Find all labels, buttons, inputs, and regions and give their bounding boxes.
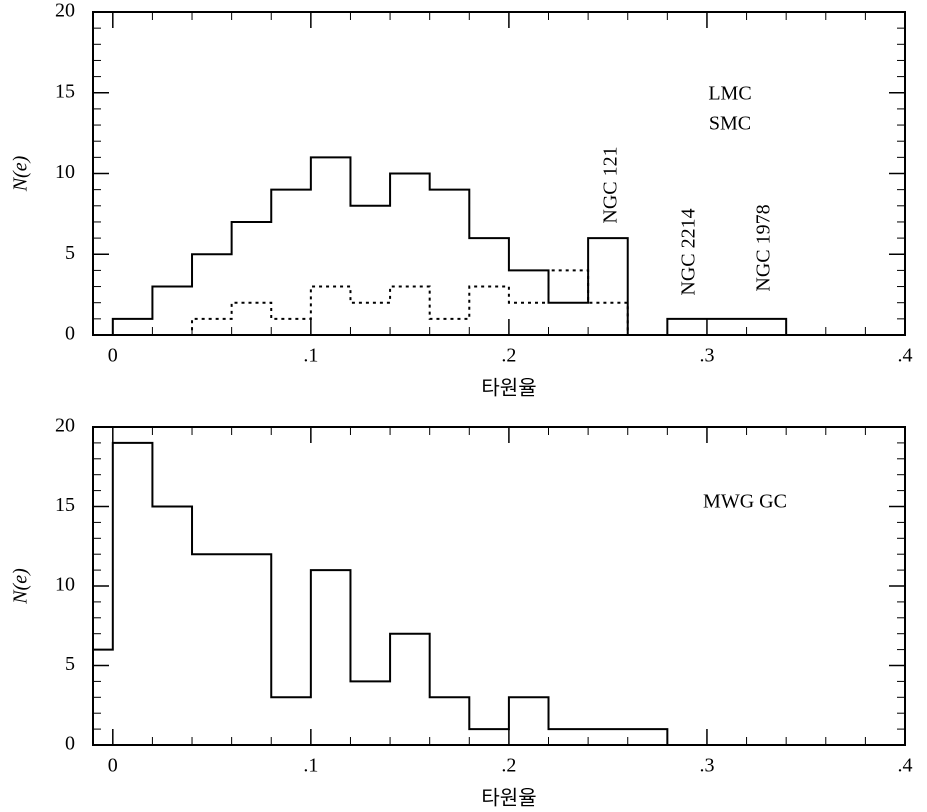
- y-tick-label: 15: [55, 494, 75, 516]
- annotation: NGC 2214: [678, 208, 700, 295]
- bar: [588, 729, 628, 745]
- y-axis-label: N(e): [10, 155, 32, 192]
- bar: [390, 634, 430, 745]
- series-label: SMC: [709, 113, 751, 135]
- bar: [549, 270, 589, 335]
- x-tick-label: 0: [108, 345, 118, 367]
- histogram-outline: [112, 269, 787, 336]
- y-tick-label: 20: [55, 415, 75, 437]
- y-tick-label: 5: [65, 653, 75, 675]
- x-tick-label: .3: [699, 345, 714, 367]
- y-tick-label: 0: [65, 323, 75, 345]
- x-tick-label: 0: [108, 755, 118, 777]
- bar: [509, 303, 549, 335]
- y-axis-label: N(e): [10, 568, 32, 605]
- bar: [469, 287, 509, 335]
- bar: [271, 319, 311, 335]
- bar: [271, 697, 311, 745]
- bar: [469, 729, 509, 745]
- y-tick-label: 15: [55, 80, 75, 102]
- y-tick-label: 0: [65, 733, 75, 755]
- y-tick-label: 20: [55, 0, 75, 22]
- x-tick-label: .4: [898, 345, 913, 367]
- bar: [271, 190, 311, 335]
- x-axis-label: 타원율: [481, 377, 536, 400]
- bar: [628, 729, 668, 745]
- x-tick-label: .2: [501, 345, 516, 367]
- bar: [232, 554, 272, 745]
- bar: [747, 319, 787, 335]
- bar: [430, 697, 470, 745]
- y-tick-label: 10: [55, 161, 75, 183]
- bar: [192, 319, 232, 335]
- y-tick-label: 5: [65, 242, 75, 264]
- bar: [232, 303, 272, 335]
- bar: [152, 507, 192, 746]
- x-tick-label: .1: [303, 755, 318, 777]
- x-tick-label: .4: [898, 755, 913, 777]
- bar: [667, 319, 707, 335]
- histogram-outline: [92, 441, 669, 745]
- series-label: LMC: [708, 83, 751, 105]
- bar: [311, 570, 351, 745]
- x-tick-label: .1: [303, 345, 318, 367]
- bar: [707, 319, 747, 335]
- bar: [350, 681, 390, 745]
- bar: [430, 190, 470, 335]
- annotation: NGC 121: [600, 146, 622, 223]
- histogram-outline: [111, 156, 788, 336]
- series-label: MWG GC: [703, 491, 787, 513]
- x-tick-label: .2: [501, 755, 516, 777]
- y-tick-label: 10: [55, 574, 75, 596]
- bar: [350, 303, 390, 335]
- bar: [430, 319, 470, 335]
- bar: [549, 729, 589, 745]
- bar: [311, 287, 351, 335]
- bar: [588, 303, 628, 335]
- bar: [113, 443, 153, 745]
- bar: [113, 319, 153, 335]
- bar: [152, 287, 192, 335]
- annotation: NGC 1978: [753, 204, 775, 291]
- bar: [93, 650, 113, 745]
- x-axis-label: 타원율: [481, 787, 536, 810]
- bar: [390, 287, 430, 335]
- bar: [192, 554, 232, 745]
- bar: [509, 697, 549, 745]
- x-tick-label: .3: [699, 755, 714, 777]
